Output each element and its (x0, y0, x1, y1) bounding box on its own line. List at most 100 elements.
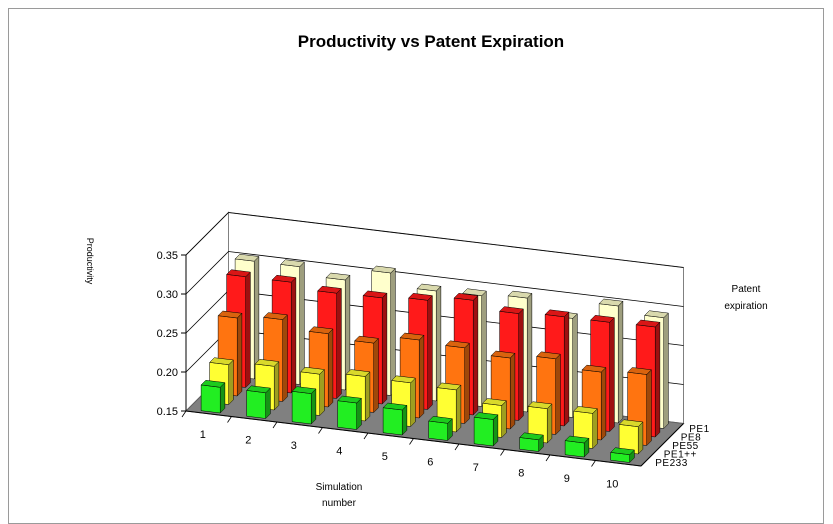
bar-side-PE1++-9 (592, 408, 598, 450)
x-tick-label: 10 (606, 478, 618, 490)
bar-side-PE1-10 (663, 312, 669, 430)
bar-side-PE8-10 (654, 321, 661, 438)
bar-top-PE8-2 (271, 274, 297, 283)
x-tick-mark (409, 438, 414, 445)
bar-top-PE8-9 (590, 315, 615, 323)
bar-side-PE1-5 (435, 285, 442, 402)
bar-side-PE55-7 (509, 352, 516, 430)
bar-side-PE233-5 (401, 404, 408, 436)
bar-top-PE1-5 (416, 283, 442, 292)
bar-top-PE55-8 (536, 351, 561, 360)
bar-side-PE1++-7 (501, 400, 507, 439)
bar-side-PE1++-10 (637, 421, 644, 455)
bar-top-PE1++-9 (573, 406, 598, 414)
gridline (185, 251, 684, 307)
bar-top-PE8-5 (408, 293, 433, 301)
x-tick-mark (545, 454, 551, 462)
series-label: PE1 (689, 424, 709, 435)
bar-side-PE1++-6 (455, 384, 462, 433)
bar-side-PE8-2 (290, 277, 297, 394)
bar-top-PE55-6 (445, 340, 470, 349)
bar-side-PE233-4 (356, 397, 362, 431)
bar-top-PE8-4 (362, 290, 388, 299)
bar-side-PE233-3 (310, 388, 317, 425)
bar-top-PE1-3 (325, 272, 351, 281)
bar-PE233-3 (291, 391, 312, 425)
bar-side-PE1-8 (572, 313, 578, 419)
bar-PE233-9 (564, 440, 585, 458)
bar-top-PE1-6 (462, 288, 487, 296)
bar-top-PE55-2 (263, 312, 288, 320)
bar-top-PE233-10 (610, 447, 635, 455)
bar-top-PE233-4 (337, 395, 362, 404)
x-tick-label: 7 (473, 462, 479, 474)
bar-side-PE1++-3 (319, 368, 325, 417)
series-label: PE1++ (664, 449, 697, 460)
bar-PE233-4 (337, 400, 357, 430)
bar-top-PE233-3 (291, 386, 317, 394)
y-tick-label: 0.25 (157, 328, 178, 340)
x-tick-label: 9 (564, 473, 570, 485)
bar-side-PE1-9 (617, 300, 624, 424)
x-tick-mark (454, 443, 460, 451)
bar-PE233-7 (473, 416, 494, 447)
x-tick-mark (363, 432, 369, 440)
bar-side-PE8-6 (472, 295, 479, 416)
bar-side-PE1++-5 (410, 377, 416, 428)
series-label: PE233 (655, 458, 688, 469)
bar-side-PE55-6 (464, 342, 470, 425)
bar-side-PE8-3 (336, 287, 342, 400)
bar-side-PE55-2 (282, 314, 288, 403)
bar-top-PE1-1 (234, 253, 260, 262)
bar-side-PE233-1 (219, 381, 226, 414)
bar-top-PE1++-2 (254, 359, 280, 367)
bar-top-PE8-1 (226, 269, 251, 277)
bar-top-PE1-7 (507, 290, 533, 299)
bar-top-PE1++-8 (527, 401, 553, 409)
bar-top-PE233-9 (564, 435, 590, 444)
x-tick-label: 5 (382, 451, 388, 463)
chart-title: Productivity vs Patent Expiration (298, 32, 564, 51)
x-tick-label: 3 (291, 440, 297, 452)
bar-top-PE8-3 (317, 285, 342, 294)
bar-top-PE233-8 (519, 432, 544, 441)
bar-top-PE1++-6 (436, 382, 462, 391)
bar-top-PE233-5 (382, 402, 408, 411)
bar-side-PE1++-2 (273, 360, 280, 411)
x-tick-label: 8 (518, 467, 524, 479)
bar-top-PE55-1 (217, 310, 243, 319)
bar-side-PE1-2 (299, 261, 305, 386)
bar-side-PE55-3 (327, 328, 334, 408)
bar-side-PE8-7 (518, 308, 524, 422)
bar-top-PE8-8 (544, 309, 570, 318)
series-label: PE55 (672, 441, 698, 452)
bar-side-PE55-4 (373, 337, 379, 414)
bar-PE233-1 (200, 384, 221, 414)
bar-top-PE8-6 (453, 293, 479, 301)
x-tick-mark (500, 449, 505, 456)
bar-side-PE233-2 (265, 387, 271, 420)
z-axis-line (640, 423, 684, 467)
bar-top-PE1++-5 (391, 375, 416, 384)
x-tick-mark (227, 416, 232, 423)
bar-side-PE8-8 (563, 311, 570, 427)
bar-top-PE233-6 (428, 416, 453, 424)
y-tick-label: 0.35 (157, 250, 178, 262)
x-tick-mark (318, 427, 323, 434)
bar-side-PE233-7 (492, 414, 499, 447)
series-label: PE8 (681, 432, 701, 443)
x-axis-title: Simulation number (316, 482, 363, 509)
bar-side-PE8-9 (609, 316, 615, 433)
bar-top-PE8-7 (499, 306, 524, 314)
x-tick-label: 1 (200, 429, 206, 441)
gridline (185, 212, 684, 268)
bar-top-PE1-4 (371, 265, 396, 274)
bar-top-PE233-7 (473, 412, 499, 420)
bar-side-PE55-8 (555, 353, 561, 436)
y-axis-title: Productivity (85, 238, 95, 285)
bar-top-PE55-7 (490, 350, 516, 359)
y-tick-label: 0.20 (157, 367, 178, 379)
bar-top-PE1++-10 (618, 419, 644, 427)
bar-side-PE8-4 (381, 292, 388, 405)
bar-top-PE1++-1 (209, 357, 234, 365)
